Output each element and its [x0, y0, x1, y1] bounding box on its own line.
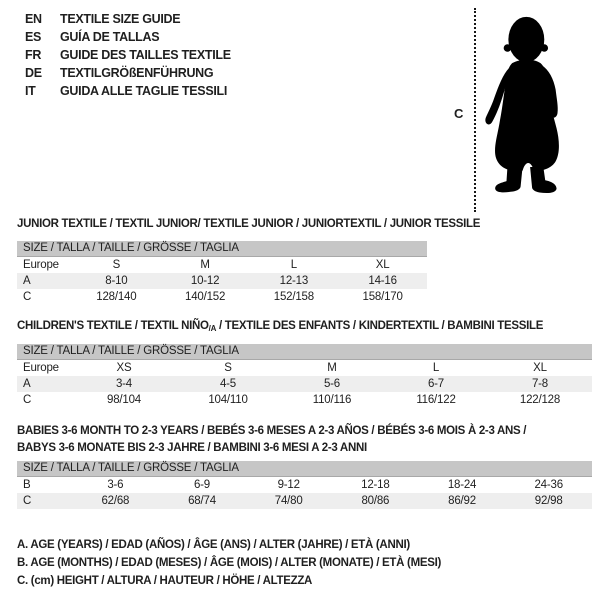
table-cell: 8-10: [105, 275, 128, 287]
language-code: FR: [25, 48, 42, 62]
babies-title-line2: BABYS 3-6 MONATE BIS 2-3 JAHRE / BAMBINI…: [17, 442, 367, 454]
children-title-subscript: /A: [208, 324, 217, 333]
table-cell: 122/128: [519, 394, 561, 406]
table-cell: 98/104: [107, 394, 141, 406]
table-cell: 3-4: [115, 378, 133, 390]
table-cell: 10-12: [190, 275, 220, 287]
table-cell: 92/98: [534, 495, 563, 507]
table-cell: 12-18: [361, 479, 390, 491]
table-cell: M: [200, 259, 210, 271]
language-row: EN TEXTILE SIZE GUIDE: [25, 10, 231, 28]
table-cell: M: [327, 362, 337, 374]
size-table-header: SIZE / TALLA / TAILLE / GRÖSSE / TAGLIA: [17, 461, 592, 477]
babies-section-title: BABIES 3-6 MONTH TO 2-3 YEARS / BEBÉS 3-…: [17, 423, 527, 457]
row-label: A: [23, 378, 31, 390]
language-row: ES GUÍA DE TALLAS: [25, 28, 231, 46]
table-body: Europe S M L XL A 8-10 10-12 12-13 14-16 C 128/140 1…: [17, 257, 427, 305]
legend-item-height: C. (cm) HEIGHT / ALTURA / HAUTEUR / HÖHE…: [17, 575, 313, 587]
table-cell: 110/116: [312, 394, 352, 406]
junior-section-title: JUNIOR TEXTILE / TEXTIL JUNIOR/ TEXTILE …: [17, 218, 481, 230]
children-section-title: CHILDREN'S TEXTILE / TEXTIL NIÑO/A / TEX…: [17, 319, 543, 336]
baby-silhouette-shape: [485, 16, 559, 193]
language-code: DE: [25, 66, 42, 80]
size-table-header: SIZE / TALLA / TAILLE / GRÖSSE / TAGLIA: [17, 344, 592, 360]
row-label: A: [23, 275, 31, 287]
table-cell: 116/122: [416, 394, 456, 406]
table-cell: 18-24: [447, 479, 477, 491]
table-cell: 3-6: [107, 479, 124, 491]
size-table-header: SIZE / TALLA / TAILLE / GRÖSSE / TAGLIA: [17, 241, 427, 257]
table-cell: 6-7: [427, 378, 445, 390]
baby-silhouette: [485, 16, 559, 193]
guide-title: TEXTILGRÖßENFÜHRUNG: [60, 66, 214, 80]
table-body: B 3-6 6-9 9-12 12-18 18-24 24-36 C 62/68 68/74 74/…: [17, 477, 592, 509]
row-label: C: [23, 495, 32, 507]
table-cell: 6-9: [193, 479, 211, 491]
table-row: C 98/104 104/110 110/116 116/122 122/128: [17, 392, 592, 408]
language-row: IT GUIDA ALLE TAGLIE TESSILI: [25, 82, 231, 100]
table-body: Europe XS S M L XL A 3-4 4-5 5-6 6-7 7-8 C 98/104 104/…: [17, 360, 592, 408]
table-cell: S: [112, 259, 121, 271]
table-row: B 3-6 6-9 9-12 12-18 18-24 24-36: [17, 477, 592, 493]
table-row: C 62/68 68/74 74/80 80/86 86/92 92/98: [17, 493, 592, 509]
table-cell: 62/68: [101, 495, 130, 507]
table-cell: 7-8: [531, 378, 549, 390]
table-cell: 140/152: [185, 291, 226, 303]
table-cell: 5-6: [323, 378, 341, 390]
babies-title-line1: BABIES 3-6 MONTH TO 2-3 YEARS / BEBÉS 3-…: [17, 425, 527, 437]
children-title-rest: / TEXTILE DES ENFANTS / KINDERTEXTIL / B…: [216, 320, 544, 332]
height-measure-line: [474, 8, 476, 212]
language-guide-list: EN TEXTILE SIZE GUIDE ES GUÍA DE TALLAS …: [25, 10, 231, 100]
table-row: Europe XS S M L XL: [17, 360, 592, 376]
row-label: B: [23, 479, 31, 491]
row-label: C: [23, 291, 32, 303]
table-cell: XL: [533, 362, 547, 374]
language-row: DE TEXTILGRÖßENFÜHRUNG: [25, 64, 231, 82]
table-cell: 152/158: [273, 291, 314, 303]
children-title-main: CHILDREN'S TEXTILE / TEXTIL NIÑO: [17, 320, 209, 332]
table-cell: 9-12: [277, 479, 300, 491]
table-cell: S: [224, 362, 232, 374]
language-code: ES: [25, 30, 42, 44]
legend-item-age-years: A. AGE (YEARS) / EDAD (AÑOS) / ÂGE (ANS)…: [17, 539, 410, 551]
table-cell: 104/110: [208, 394, 248, 406]
children-size-table: SIZE / TALLA / TAILLE / GRÖSSE / TAGLIA …: [17, 344, 592, 408]
table-cell: XL: [375, 259, 390, 271]
guide-title: GUÍA DE TALLAS: [60, 30, 160, 44]
row-label: Europe: [23, 259, 59, 271]
language-code: EN: [25, 12, 42, 26]
table-cell: 128/140: [96, 291, 137, 303]
table-cell: 24-36: [534, 479, 563, 491]
height-measure-label: C: [454, 106, 464, 121]
table-cell: L: [432, 362, 440, 374]
measure-legend: A. AGE (YEARS) / EDAD (AÑOS) / ÂGE (ANS)…: [17, 536, 441, 590]
table-cell: 12-13: [279, 275, 309, 287]
table-cell: 4-5: [219, 378, 237, 390]
table-cell: 14-16: [368, 275, 397, 287]
table-row: Europe S M L XL: [17, 257, 427, 273]
table-row: C 128/140 140/152 152/158 158/170: [17, 289, 427, 305]
table-row: A 8-10 10-12 12-13 14-16: [17, 273, 427, 289]
guide-title: TEXTILE SIZE GUIDE: [60, 12, 181, 26]
language-code: IT: [25, 84, 36, 98]
junior-size-table: SIZE / TALLA / TAILLE / GRÖSSE / TAGLIA …: [17, 241, 427, 305]
guide-title: GUIDE DES TAILLES TEXTILE: [60, 48, 231, 62]
table-cell: 74/80: [274, 495, 303, 507]
table-cell: 80/86: [361, 495, 390, 507]
table-cell: L: [290, 259, 297, 271]
row-label: C: [23, 394, 32, 406]
table-cell: XS: [116, 362, 132, 374]
table-cell: 86/92: [448, 495, 476, 507]
babies-size-table: SIZE / TALLA / TAILLE / GRÖSSE / TAGLIA …: [17, 461, 592, 509]
legend-item-age-months: B. AGE (MONTHS) / EDAD (MESES) / ÂGE (MO…: [17, 557, 442, 569]
table-cell: 158/170: [362, 291, 403, 303]
table-cell: 68/74: [188, 495, 216, 507]
row-label: Europe: [23, 362, 59, 374]
guide-title: GUIDA ALLE TAGLIE TESSILI: [60, 84, 228, 98]
language-row: FR GUIDE DES TAILLES TEXTILE: [25, 46, 231, 64]
table-row: A 3-4 4-5 5-6 6-7 7-8: [17, 376, 592, 392]
